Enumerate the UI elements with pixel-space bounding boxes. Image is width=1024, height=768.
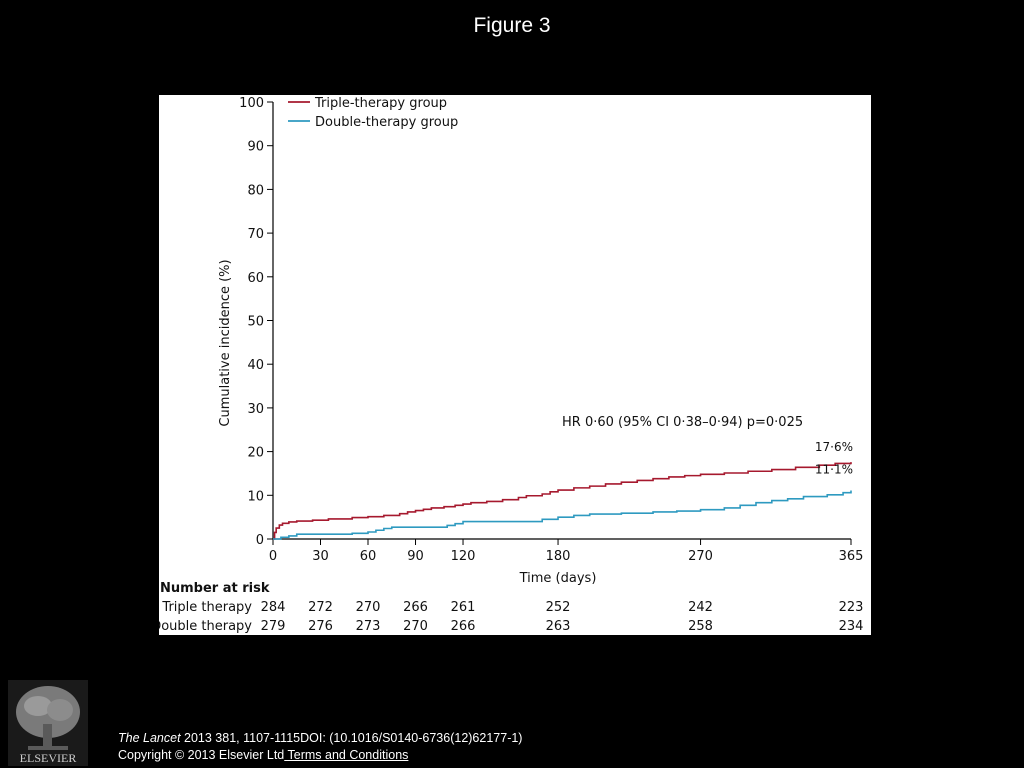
y-tick-label: 10 bbox=[247, 489, 264, 504]
risk-count: 266 bbox=[403, 600, 428, 615]
y-tick-label: 50 bbox=[247, 315, 264, 330]
risk-count: 272 bbox=[308, 600, 333, 615]
risk-count: 261 bbox=[451, 600, 476, 615]
x-tick-label: 120 bbox=[451, 549, 476, 564]
terms-and-conditions-link[interactable]: Terms and Conditions bbox=[284, 748, 409, 762]
series-line-triple-therapy bbox=[273, 462, 852, 540]
risk-count: 266 bbox=[451, 619, 476, 634]
series-end-label: 17·6% bbox=[815, 440, 853, 454]
y-tick-label: 20 bbox=[247, 446, 264, 461]
risk-count: 242 bbox=[688, 600, 713, 615]
journal-name: The Lancet bbox=[118, 731, 181, 745]
copyright-text: Copyright © 2013 Elsevier Ltd bbox=[118, 748, 285, 762]
legend-layer: Triple-therapy group Double-therapy group bbox=[288, 96, 458, 130]
x-tick-label: 30 bbox=[312, 549, 329, 564]
y-tick-label: 60 bbox=[247, 271, 264, 286]
y-tick-label: 100 bbox=[239, 96, 264, 111]
series-line-double-therapy bbox=[273, 490, 852, 540]
hazard-ratio-annotation: HR 0·60 (95% CI 0·38–0·94) p=0·025 bbox=[562, 415, 803, 430]
y-axis-label: Cumulative incidence (%) bbox=[218, 259, 233, 426]
risk-row-label: Double therapy bbox=[159, 619, 252, 634]
x-tick-label: 180 bbox=[546, 549, 571, 564]
elsevier-tree-logo: ELSEVIER bbox=[8, 680, 88, 766]
km-chart: 0 10 20 30 40 50 60 70 80 90 100 0 30 60 90 120 180 270 36… bbox=[159, 96, 863, 634]
x-tick-label: 270 bbox=[688, 549, 713, 564]
risk-count: 252 bbox=[546, 600, 571, 615]
y-tick-label: 70 bbox=[247, 227, 264, 242]
x-axis-label: Time (days) bbox=[519, 571, 597, 586]
citation: The Lancet 2013 381, 1107-1115DOI: (10.1… bbox=[118, 730, 522, 764]
x-tick-label: 60 bbox=[360, 549, 377, 564]
risk-count: 270 bbox=[356, 600, 381, 615]
series-end-label: 11·1% bbox=[815, 462, 853, 476]
risk-count: 234 bbox=[839, 619, 864, 634]
copyright-line: Copyright © 2013 Elsevier Ltd Terms and … bbox=[118, 747, 522, 764]
risk-count: 273 bbox=[356, 619, 381, 634]
x-tick-label: 365 bbox=[839, 549, 864, 564]
series-layer: 17·6% 11·1% bbox=[273, 440, 853, 540]
axes-layer: 0 10 20 30 40 50 60 70 80 90 100 0 30 60 90 120 180 270 36… bbox=[239, 96, 863, 564]
figure-panel: 0 10 20 30 40 50 60 70 80 90 100 0 30 60 90 120 180 270 36… bbox=[159, 95, 871, 635]
citation-line: The Lancet 2013 381, 1107-1115DOI: (10.1… bbox=[118, 730, 522, 747]
x-tick-label: 90 bbox=[407, 549, 424, 564]
y-tick-label: 0 bbox=[256, 533, 264, 548]
y-tick-label: 40 bbox=[247, 358, 264, 373]
risk-count: 284 bbox=[261, 600, 286, 615]
legend-entry: Double-therapy group bbox=[315, 115, 458, 130]
risk-count: 258 bbox=[688, 619, 713, 634]
y-tick-label: 80 bbox=[247, 183, 264, 198]
y-tick-label: 30 bbox=[247, 402, 264, 417]
risk-count: 279 bbox=[261, 619, 286, 634]
risk-count: 263 bbox=[546, 619, 571, 634]
x-tick-label: 0 bbox=[269, 549, 277, 564]
risk-count: 270 bbox=[403, 619, 428, 634]
y-tick-label: 90 bbox=[247, 140, 264, 155]
risk-row-label: Triple therapy bbox=[161, 600, 252, 615]
elsevier-wordmark: ELSEVIER bbox=[20, 751, 77, 765]
risk-count: 223 bbox=[839, 600, 864, 615]
legend-entry: Triple-therapy group bbox=[314, 96, 447, 111]
risk-table-title: Number at risk bbox=[160, 581, 270, 596]
citation-details: 2013 381, 1107-1115DOI: (10.1016/S0140-6… bbox=[180, 731, 523, 745]
risk-count: 276 bbox=[308, 619, 333, 634]
slide-title: Figure 3 bbox=[473, 14, 551, 37]
risk-table: Triple therapy 284 272 270 266 261 252 242 223 Do… bbox=[159, 600, 863, 634]
